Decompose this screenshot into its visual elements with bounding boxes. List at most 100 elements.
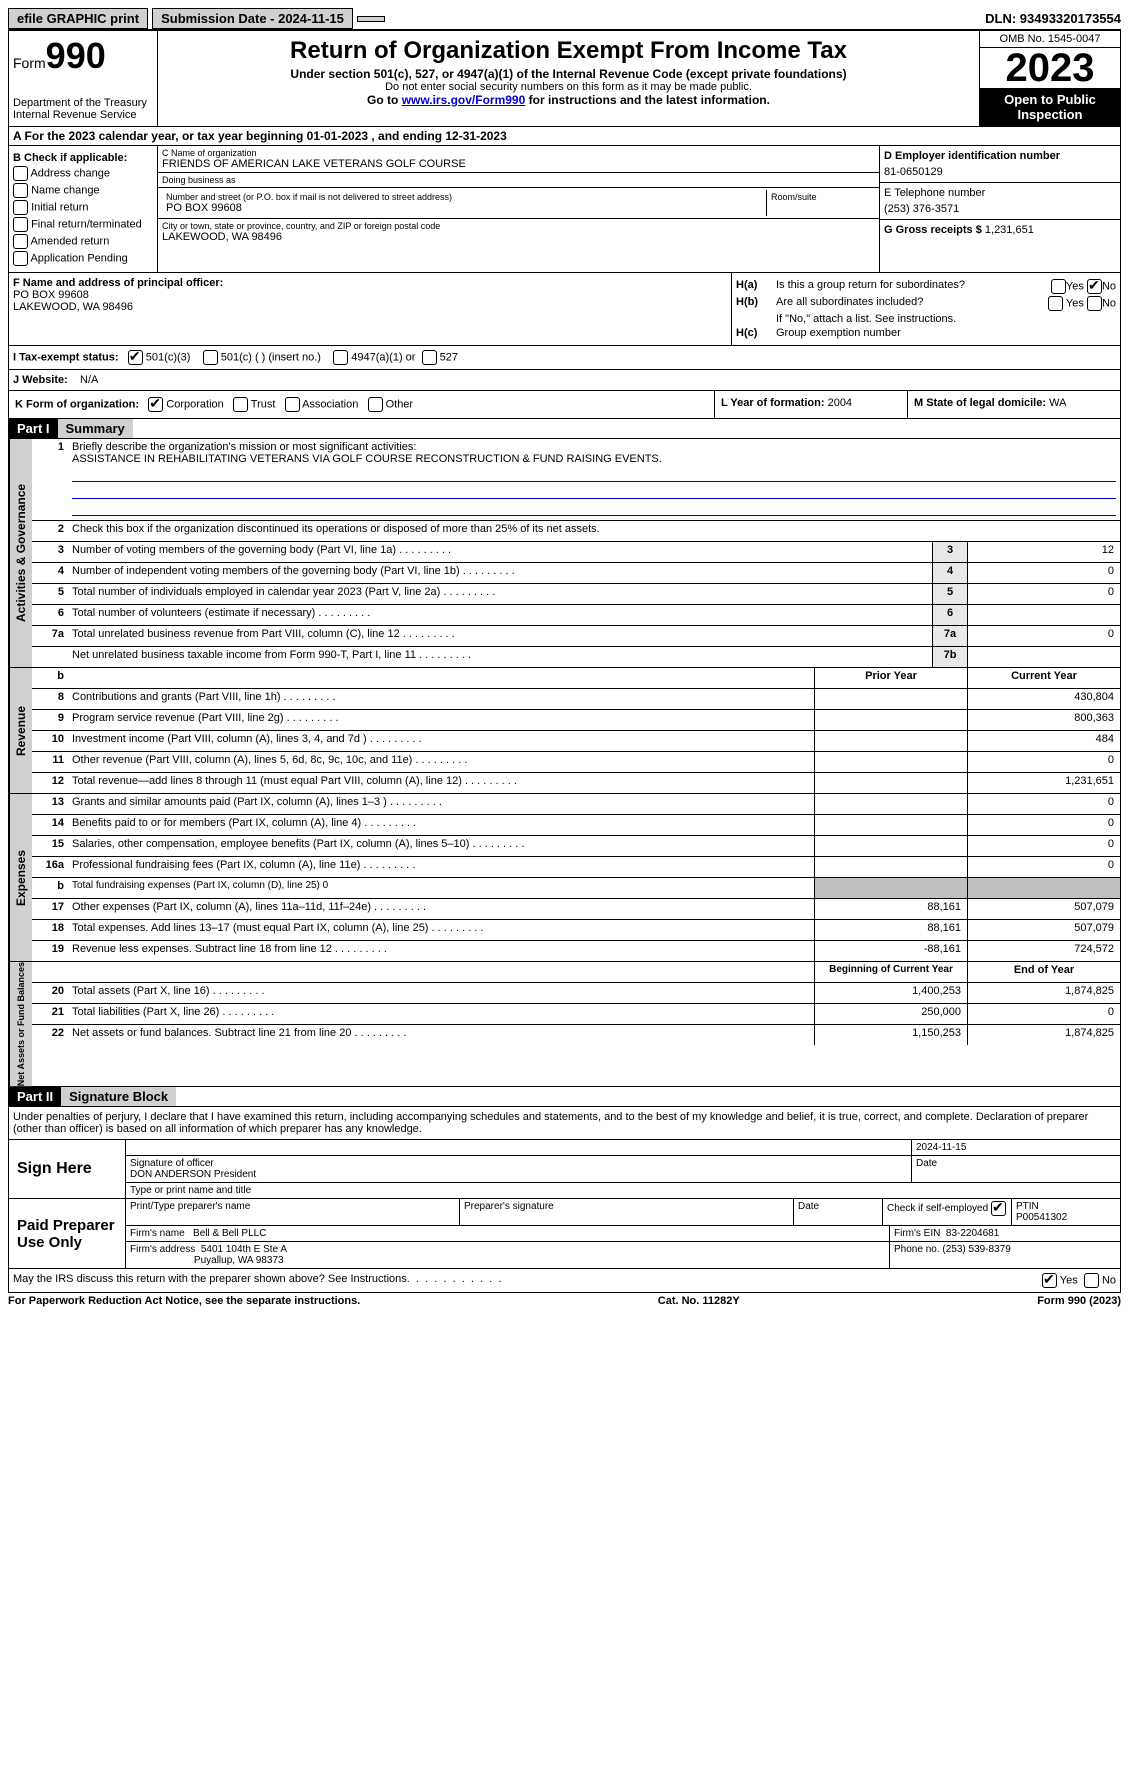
chk-pending[interactable]: Application Pending: [13, 251, 153, 266]
chk-address[interactable]: Address change: [13, 166, 153, 181]
side-governance: Activities & Governance: [9, 439, 32, 667]
k-label: K Form of organization:: [15, 398, 139, 410]
state-domicile: WA: [1049, 397, 1066, 409]
chk-4947[interactable]: [333, 350, 348, 365]
sig-officer-label: Signature of officer: [130, 1158, 907, 1169]
street-addr: PO BOX 99608: [166, 202, 762, 214]
firm-name: Bell & Bell PLLC: [193, 1228, 266, 1239]
part1-header-row: Part I Summary: [8, 419, 1121, 439]
chk-assoc[interactable]: [285, 397, 300, 412]
chk-527[interactable]: [422, 350, 437, 365]
chk-amended[interactable]: Amended return: [13, 234, 153, 249]
check-self[interactable]: Check if self-employed: [883, 1199, 1012, 1225]
col-d-contact: D Employer identification number 81-0650…: [879, 146, 1120, 272]
form-title: Return of Organization Exempt From Incom…: [162, 37, 975, 65]
hb-label: H(b): [736, 296, 776, 311]
m-label: M State of legal domicile:: [914, 397, 1046, 409]
subtitle-1: Under section 501(c), 527, or 4947(a)(1)…: [162, 67, 975, 81]
table-row: 17Other expenses (Part IX, column (A), l…: [32, 899, 1120, 920]
table-row: 15Salaries, other compensation, employee…: [32, 836, 1120, 857]
subtitle-2: Do not enter social security numbers on …: [162, 81, 975, 93]
chk-name[interactable]: Name change: [13, 183, 153, 198]
firm-ein-label: Firm's EIN: [894, 1228, 940, 1239]
irs-link[interactable]: www.irs.gov/Form990: [402, 93, 526, 107]
dba-label: Doing business as: [162, 175, 875, 185]
section-i: I Tax-exempt status: 501(c)(3) 501(c) ( …: [8, 346, 1121, 370]
dept-treasury: Department of the Treasury Internal Reve…: [13, 97, 153, 121]
table-row: 12Total revenue—add lines 8 through 11 (…: [32, 773, 1120, 793]
prep-sig-label: Preparer's signature: [460, 1199, 794, 1225]
chk-501c3[interactable]: [128, 350, 143, 365]
col-c-org-info: C Name of organization FRIENDS OF AMERIC…: [158, 146, 879, 272]
table-row: 13Grants and similar amounts paid (Part …: [32, 794, 1120, 815]
spacer-btn: [357, 16, 385, 22]
chk-final[interactable]: Final return/terminated: [13, 217, 153, 232]
table-row: 21Total liabilities (Part X, line 26)250…: [32, 1004, 1120, 1025]
type-name-label: Type or print name and title: [126, 1183, 1120, 1198]
firm-ein: 83-2204681: [946, 1228, 999, 1239]
col-b-title: B Check if applicable:: [13, 152, 153, 164]
city-state-zip: LAKEWOOD, WA 98496: [162, 231, 875, 243]
org-name: FRIENDS OF AMERICAN LAKE VETERANS GOLF C…: [162, 158, 875, 170]
hb-text: Are all subordinates included?: [776, 296, 996, 311]
signature-block: Sign Here 2024-11-15 Signature of office…: [8, 1140, 1121, 1269]
part1-badge: Part I: [9, 419, 58, 438]
subtitle-3: Go to www.irs.gov/Form990 for instructio…: [162, 93, 975, 107]
gross-label: G Gross receipts $: [884, 224, 982, 236]
part2-title: Signature Block: [61, 1087, 176, 1106]
section-klm: K Form of organization: Corporation Trus…: [8, 391, 1121, 419]
l2-text: Check this box if the organization disco…: [68, 521, 1120, 541]
table-row: bTotal fundraising expenses (Part IX, co…: [32, 878, 1120, 899]
sig-officer: DON ANDERSON President: [130, 1169, 907, 1180]
room-label: Room/suite: [771, 192, 871, 202]
side-netassets: Net Assets or Fund Balances: [9, 962, 32, 1086]
chk-501c[interactable]: [203, 350, 218, 365]
prep-name-label: Print/Type preparer's name: [126, 1199, 460, 1225]
chk-trust[interactable]: [233, 397, 248, 412]
submission-date: Submission Date - 2024-11-15: [152, 8, 353, 29]
table-row: 10Investment income (Part VIII, column (…: [32, 731, 1120, 752]
side-expenses: Expenses: [9, 794, 32, 961]
section-fh: F Name and address of principal officer:…: [8, 273, 1121, 346]
ha-checks[interactable]: Yes No: [996, 279, 1116, 294]
sig-date: 2024-11-15: [916, 1142, 966, 1153]
table-row: 16aProfessional fundraising fees (Part I…: [32, 857, 1120, 878]
chk-initial[interactable]: Initial return: [13, 200, 153, 215]
hb-checks[interactable]: Yes No: [996, 296, 1116, 311]
name-label: C Name of organization: [162, 148, 875, 158]
table-row: 20Total assets (Part X, line 16)1,400,25…: [32, 983, 1120, 1004]
footer-right: Form 990 (2023): [1037, 1295, 1121, 1307]
ptin: P00541302: [1016, 1212, 1067, 1223]
table-netassets: Net Assets or Fund Balances Beginning of…: [8, 962, 1121, 1087]
discuss-checks[interactable]: Yes No: [1042, 1273, 1116, 1288]
table-row: 9Program service revenue (Part VIII, lin…: [32, 710, 1120, 731]
footer-mid: Cat. No. 11282Y: [658, 1295, 740, 1307]
open-inspection: Open to Public Inspection: [980, 88, 1120, 126]
ptin-label: PTIN: [1016, 1201, 1039, 1212]
page-footer: For Paperwork Reduction Act Notice, see …: [8, 1293, 1121, 1309]
paid-preparer-label: Paid Preparer Use Only: [9, 1199, 126, 1268]
efile-btn[interactable]: efile GRAPHIC print: [8, 8, 148, 29]
footer-left: For Paperwork Reduction Act Notice, see …: [8, 1295, 360, 1307]
table-governance: Activities & Governance 1 Briefly descri…: [8, 439, 1121, 668]
i-label: I Tax-exempt status:: [13, 351, 119, 363]
chk-corp[interactable]: [148, 397, 163, 412]
part1-title: Summary: [58, 419, 133, 438]
officer-addr1: PO BOX 99608: [13, 289, 727, 301]
hdr-end: End of Year: [967, 962, 1120, 982]
l1-label: Briefly describe the organization's miss…: [72, 441, 416, 453]
table-row: 5Total number of individuals employed in…: [32, 584, 1120, 605]
phone-label: Phone no.: [894, 1244, 940, 1255]
l-label: L Year of formation:: [721, 397, 825, 409]
side-revenue: Revenue: [9, 668, 32, 793]
form-header: Form990 Department of the Treasury Inter…: [8, 29, 1121, 127]
date-label: Date: [912, 1156, 1120, 1182]
firm-name-label: Firm's name: [130, 1228, 185, 1239]
table-row: 3Number of voting members of the governi…: [32, 542, 1120, 563]
dln: DLN: 93493320173554: [985, 11, 1121, 26]
table-row: Net unrelated business taxable income fr…: [32, 647, 1120, 667]
chk-other[interactable]: [368, 397, 383, 412]
hdr-prior: Prior Year: [814, 668, 967, 688]
hc-text: Group exemption number: [776, 327, 1116, 339]
phone: (253) 539-8379: [942, 1244, 1010, 1255]
